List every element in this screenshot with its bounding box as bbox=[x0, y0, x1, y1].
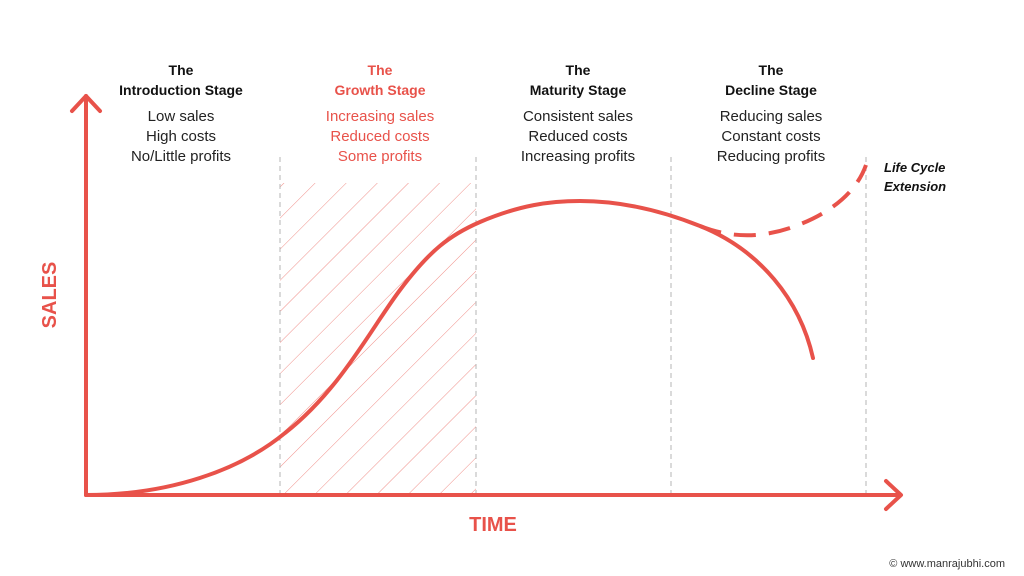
axes bbox=[70, 94, 903, 511]
stage-1-line-3: No/Little profits bbox=[131, 148, 231, 165]
stage-2-line-3: Some profits bbox=[338, 148, 422, 165]
stage-4-line-1: Reducing sales bbox=[720, 108, 823, 125]
extension-label-line2: Extension bbox=[884, 179, 946, 194]
stage-4-line-3: Reducing profits bbox=[717, 148, 825, 165]
stage-1-title-line1: The bbox=[169, 62, 194, 78]
stage-4-line-2: Constant costs bbox=[721, 128, 820, 145]
stage-3-title-line2: Maturity Stage bbox=[530, 82, 627, 98]
stage-3-title-line1: The bbox=[566, 62, 591, 78]
stage-1-line-2: High costs bbox=[146, 128, 216, 145]
stage-3-line-1: Consistent sales bbox=[523, 108, 633, 125]
stage-2-title-line2: Growth Stage bbox=[334, 82, 425, 98]
stage-2-line-1: Increasing sales bbox=[326, 108, 434, 125]
y-axis-label: SALES bbox=[39, 262, 61, 329]
stage-4-title-line2: Decline Stage bbox=[725, 82, 817, 98]
copyright-credit: © www.manrajubhi.com bbox=[889, 558, 1005, 570]
stage-3-line-2: Reduced costs bbox=[528, 128, 627, 145]
stage-1-title-line2: Introduction Stage bbox=[119, 82, 243, 98]
stage-2-line-2: Reduced costs bbox=[330, 128, 429, 145]
y-axis-arrowhead bbox=[70, 94, 102, 113]
stage-3-line-3: Increasing profits bbox=[521, 148, 635, 165]
extension-label-line1: Life Cycle bbox=[884, 160, 945, 175]
stage-1-line-1: Low sales bbox=[148, 108, 215, 125]
stage-4-title-line1: The bbox=[759, 62, 784, 78]
x-axis-arrowhead bbox=[884, 479, 903, 511]
x-axis-label: TIME bbox=[469, 514, 517, 536]
extension-curve bbox=[699, 164, 868, 238]
growth-stage-hatch bbox=[280, 183, 476, 495]
stage-2-title-line1: The bbox=[368, 62, 393, 78]
